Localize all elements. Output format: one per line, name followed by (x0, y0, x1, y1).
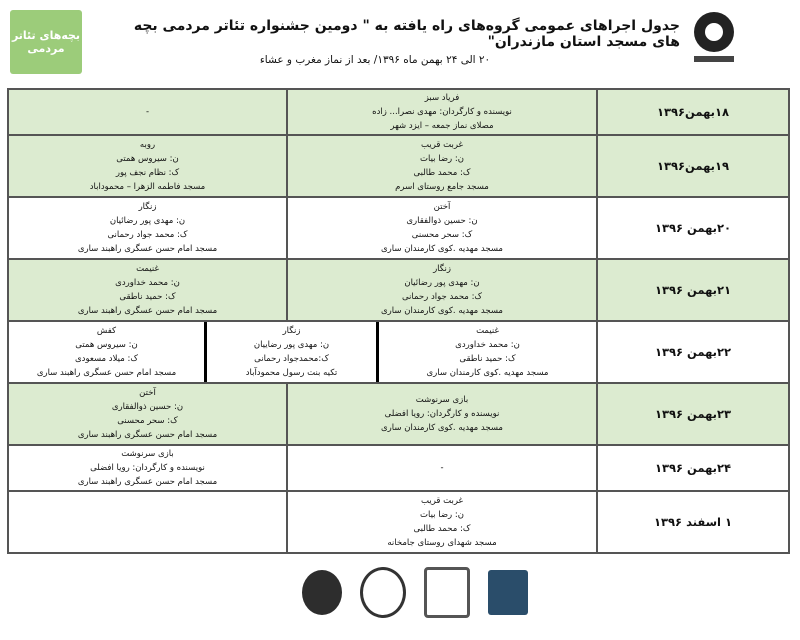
table-row: ۲۳بهمن ۱۳۹۶ بازی سرنوشت نویسنده و کارگردان… (7, 382, 790, 446)
performance-line: بازی سرنوشت (415, 395, 469, 405)
table-row: ۲۱بهمن ۱۳۹۶ زنگار ن: مهدی پور رضائیان ک: مح… (7, 258, 790, 322)
performance-line: نویسنده و کارگردان: رویا افضلی (90, 463, 205, 473)
sponsor-logo-4 (488, 570, 528, 615)
performance-cell: - (286, 444, 598, 492)
performance-line: مسجد مهدیه .کوی کارمندان ساری (381, 423, 503, 433)
sponsor-logos (300, 565, 530, 620)
performance-line: ن: رضا بیات (420, 510, 464, 520)
performance-cell: زنگار ن: مهدی پور رضائیان ک: محمد جواد رحم… (286, 258, 598, 322)
performance-line: نویسنده و کارگردان: رویا افضلی (384, 409, 500, 419)
performance-line: ک: محمد جواد رحمانی (401, 292, 483, 302)
table-row: ۲۴بهمن ۱۳۹۶ - بازی سرنوشت نویسنده و کارگردا… (7, 444, 790, 492)
performance-cell (7, 490, 288, 554)
performance-line: روبه (139, 140, 156, 150)
performance-line: زنگار (138, 202, 157, 212)
performance-line: ن: مهدی پور رضاییان (253, 340, 330, 350)
schedule-table: ۱۸بهمن۱۳۹۶ فریاد سبز نویسنده و کارگردان: م… (7, 88, 790, 554)
performance-line: غنیمت (476, 326, 499, 336)
performance-line: ک: نظام نجف پور (115, 168, 180, 178)
performance-line: مسجد مهدیه .کوی کارمندان ساری (381, 306, 503, 316)
performance-line: تکیه بنت رسول محمودآباد (245, 368, 338, 378)
performance-line: ک: محمد طالبی (413, 524, 471, 534)
performance-line: ک: محمد طالبی (413, 168, 471, 178)
performance-line: غربت قریب (420, 140, 463, 150)
date-cell: ۲۱بهمن ۱۳۹۶ (596, 258, 790, 322)
performance-line: ک:محمدجواد رحمانی (254, 354, 329, 364)
table-row: ۱ اسفند ۱۳۹۶ غربت قریب ن: رضا بیات ک: محمد … (7, 490, 790, 554)
festival-logo: بچه‌های تئاتر مردمی (10, 10, 82, 74)
performance-line: زنگار (282, 326, 301, 336)
performance-line: مسجد شهدای روستای جامخانه (387, 538, 497, 548)
page-subtitle: ۲۰ الی ۲۴ بهمن ماه ۱۳۹۶/ بعد از نماز مغر… (259, 54, 491, 66)
performance-cell: غنیمت ن: محمد خداوردی ک: حمید ناطقی مسجد مه… (376, 322, 596, 382)
performance-line: مسجد امام حسن عسگری راهبند ساری (77, 477, 218, 487)
performance-cell: بازی سرنوشت نویسنده و کارگردان: رویا افضل… (286, 382, 598, 446)
performance-cell: آختن ن: حسین ذوالفقاری ک: سحر محسنی مسجد ام… (7, 382, 288, 446)
performance-cell: بازی سرنوشت نویسنده و کارگردان: رویا افضل… (7, 444, 288, 492)
performance-line: ک: محمد جواد رحمانی (107, 230, 188, 240)
date-cell: ۲۴بهمن ۱۳۹۶ (596, 444, 790, 492)
performance-line: ک: حمید ناطقی (119, 292, 176, 302)
performance-line: ن: محمد خداوردی (455, 340, 520, 350)
performance-line: مسجد فاطمه الزهرا – محموداباد (89, 182, 206, 192)
date-cell: ۱۹بهمن۱۳۹۶ (596, 134, 790, 198)
performance-line: آختن (433, 202, 451, 212)
performance-cell: فریاد سبز نویسنده و کارگردان: مهدی نصرا..… (286, 88, 598, 136)
performance-line: مسجد مهدیه .کوی کارمندان ساری (381, 244, 503, 254)
performance-line: ن: حسین ذوالفقاری (111, 402, 184, 412)
performance-cell: روبه ن: سیروس همتی ک: نظام نجف پور مسجد فاط… (7, 134, 288, 198)
performance-cell: غربت قریب ن: رضا بیات ک: محمد طالبی مسجد جا… (286, 134, 598, 198)
performance-line: مسجد امام حسن عسگری راهبند ساری (77, 306, 218, 316)
performance-line: ن: سیروس همتی (116, 154, 179, 164)
performance-line: آختن (139, 388, 156, 398)
performance-line: مسجد امام حسن عسگری راهبند ساری (36, 368, 177, 378)
performance-line: ک: میلاد مسعودی (75, 354, 138, 364)
performance-line: غنیمت (136, 264, 159, 274)
performance-line: - (145, 107, 150, 117)
performance-line: مسجد امام حسن عسگری راهبند ساری (77, 244, 218, 254)
performance-cell: آختن ن: حسین ذوالفقاری ک: سحر محسنی مسجد مه… (286, 196, 598, 260)
performance-line: کفش (96, 326, 117, 336)
performance-cell: غربت قریب ن: رضا بیات ک: محمد طالبی مسجد شه… (286, 490, 598, 554)
performance-line: مسجد مهدیه .کوی کارمندان ساری (426, 368, 549, 378)
performance-line: - (440, 463, 444, 473)
performance-line: ن: محمد خداوردی (115, 278, 180, 288)
performance-cell: کفش ن: سیروس همتی ک: میلاد مسعودی مسجد امام… (9, 322, 206, 382)
sponsor-logo-3 (424, 567, 470, 618)
performance-line: ن: رضا بیات (420, 154, 464, 164)
table-row: ۲۰بهمن ۱۳۹۶ آختن ن: حسین ذوالفقاری ک: سحر م… (7, 196, 790, 260)
performance-line: ن: سیروس همتی (75, 340, 138, 350)
performance-line: نویسنده و کارگردان: مهدی نصرا... زاده (372, 107, 512, 117)
date-cell: ۲۲بهمن ۱۳۹۶ (596, 320, 790, 384)
performance-line: مسجد امام حسن عسگری راهبند ساری (77, 430, 218, 440)
performance-cell: غنیمت ن: محمد خداوردی ک: حمید ناطقی مسجد ام… (7, 258, 288, 322)
performance-cell: زنگار ن: مهدی پور رضاییان ک:محمدجواد رحمان… (204, 322, 378, 382)
performance-line: مسجد جامع روستای اسرم (395, 182, 489, 192)
table-row: ۲۲بهمن ۱۳۹۶ غنیمت ن: محمد خداوردی ک: حمید ن… (7, 320, 790, 384)
performance-line: فریاد سبز (424, 93, 460, 103)
performance-line: غربت قریب (420, 496, 463, 506)
page-title: جدول اجراهای عمومی گروه‌های راه یافته به… (133, 18, 680, 50)
performance-line: ن: مهدی پور رضائیان (404, 278, 480, 288)
performance-line: ک: سحر محسنی (117, 416, 178, 426)
sponsor-logo-2 (360, 567, 406, 618)
date-cell: ۲۳بهمن ۱۳۹۶ (596, 382, 790, 446)
date-cell: ۲۰بهمن ۱۳۹۶ (596, 196, 790, 260)
performance-line: بازی سرنوشت (121, 449, 174, 459)
performance-line: ک: سحر محسنی (411, 230, 473, 240)
table-row: ۱۹بهمن۱۳۹۶ غربت قریب ن: رضا بیات ک: محمد طا… (7, 134, 790, 198)
performance-line: ک: حمید ناطقی (459, 354, 516, 364)
performance-line: ن: مهدی پور رضائیان (109, 216, 186, 226)
sponsor-logo-1 (302, 570, 342, 615)
performances-cell: غنیمت ن: محمد خداوردی ک: حمید ناطقی مسجد مه… (7, 320, 598, 384)
performance-cell: زنگار ن: مهدی پور رضائیان ک: محمد جواد رحم… (7, 196, 288, 260)
festival-emblem-logo (694, 12, 734, 62)
date-cell: ۱۸بهمن۱۳۹۶ (596, 88, 790, 136)
performance-cell: - (7, 88, 288, 136)
performance-line: زنگار (433, 264, 451, 274)
performance-line: ن: حسین ذوالفقاری (406, 216, 478, 226)
table-row: ۱۸بهمن۱۳۹۶ فریاد سبز نویسنده و کارگردان: م… (7, 88, 790, 136)
performance-line: مصلای نماز جمعه – ایزد شهر (390, 121, 494, 131)
date-cell: ۱ اسفند ۱۳۹۶ (596, 490, 790, 554)
